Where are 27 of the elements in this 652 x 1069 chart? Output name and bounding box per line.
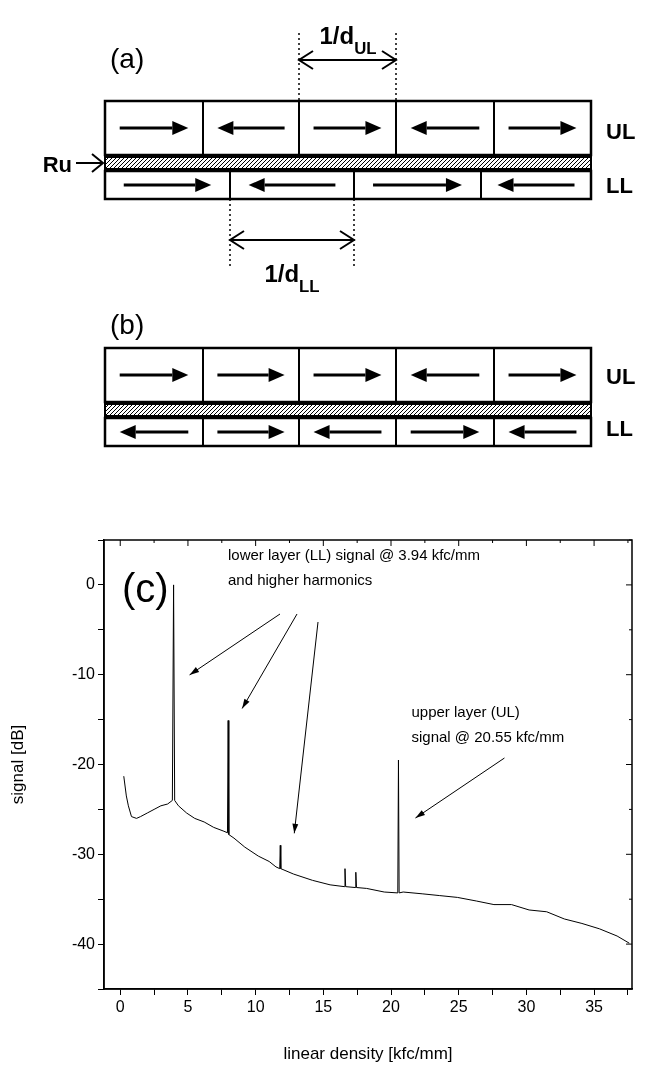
y-tick-label: -10 [71, 665, 96, 683]
y-tick-label: 0 [86, 575, 96, 593]
text: LL [606, 173, 633, 198]
annotation: lower layer (LL) signal @ 3.94 kfc/mm and higher harmonics [228, 546, 480, 588]
x-tick-label: 30 [517, 998, 536, 1016]
y-tick-label: -40 [71, 934, 96, 952]
x-tick-label: 5 [183, 998, 193, 1016]
text: 1/d$_{LL}$ [264, 260, 320, 296]
x-tick-label: 15 [314, 998, 333, 1016]
y-tick-label: -30 [71, 844, 96, 862]
text: (b) [110, 309, 145, 340]
text: 1/d$_{UL}$ [319, 22, 377, 58]
x-tick-label: 10 [246, 998, 265, 1016]
x-tick-label: 35 [585, 998, 604, 1016]
text: (a) [110, 43, 145, 74]
text: Ru [42, 152, 72, 177]
y-axis-title: signal [dB] [7, 724, 27, 805]
x-tick-label: 20 [382, 998, 401, 1016]
y-tick-label: -20 [71, 754, 96, 772]
text: UL [606, 364, 636, 389]
annotation: (c) [122, 566, 169, 610]
text: UL [606, 119, 636, 144]
text: LL [606, 416, 633, 441]
x-tick-label: 25 [449, 998, 468, 1016]
x-axis-title: linear density [kfc/mm] [283, 1044, 453, 1064]
x-tick-label: 0 [115, 998, 125, 1016]
annotation: upper layer (UL) signal @ 20.55 kfc/mm [411, 703, 565, 746]
